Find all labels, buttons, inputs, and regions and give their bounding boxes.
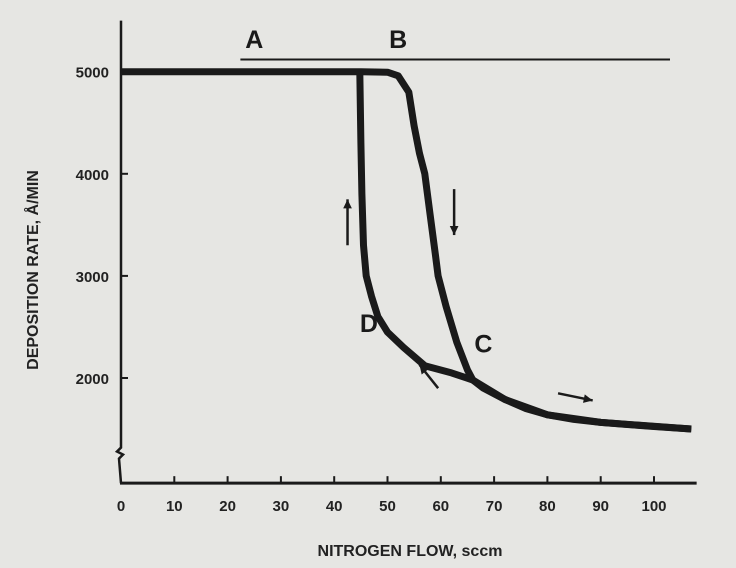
y-tick-label: 3000 xyxy=(76,269,109,286)
axes: 0 10 20 30 40 50 60 70 80 90 100 2000 3000 4000 5000 xyxy=(76,20,697,515)
y-tick-label: 2000 xyxy=(76,371,109,388)
series-group xyxy=(121,68,692,433)
x-tick-label: 70 xyxy=(486,498,503,515)
x-tick-label: 40 xyxy=(326,498,343,515)
point-label-a: A xyxy=(245,26,263,54)
x-tick-label: 20 xyxy=(219,498,236,515)
arrow-down-icon xyxy=(449,189,459,236)
arrow-head xyxy=(449,226,459,236)
x-tick-label: 100 xyxy=(641,498,666,515)
x-tick-label: 0 xyxy=(117,498,125,515)
x-tick-label: 90 xyxy=(592,498,609,515)
x-axis-title: NITROGEN FLOW, sccm xyxy=(318,543,503,560)
series-line-1 xyxy=(121,68,692,433)
arrow-up-icon xyxy=(343,199,352,246)
y-axis-line xyxy=(114,20,126,484)
x-tick-label: 60 xyxy=(432,498,449,515)
arrow-head xyxy=(419,364,429,375)
arrow-right-icon xyxy=(557,392,593,403)
y-tick-label: 5000 xyxy=(76,65,109,82)
arrow-head xyxy=(343,199,352,209)
x-tick-label: 10 xyxy=(166,498,183,515)
annotation-group: A B C D xyxy=(240,26,670,403)
x-tick-label: 30 xyxy=(273,498,290,515)
y-axis-title: DEPOSITION RATE, Å/MIN xyxy=(23,170,42,370)
point-label-c: C xyxy=(474,330,492,358)
x-tick-label: 50 xyxy=(379,498,396,515)
point-label-d: D xyxy=(360,310,378,338)
y-tick-label: 4000 xyxy=(76,167,109,184)
series-line-2 xyxy=(356,71,692,433)
point-label-b: B xyxy=(389,26,407,54)
arrow-head xyxy=(583,394,593,403)
arrow-up-left-icon xyxy=(418,363,440,389)
x-tick-label: 80 xyxy=(539,498,556,515)
